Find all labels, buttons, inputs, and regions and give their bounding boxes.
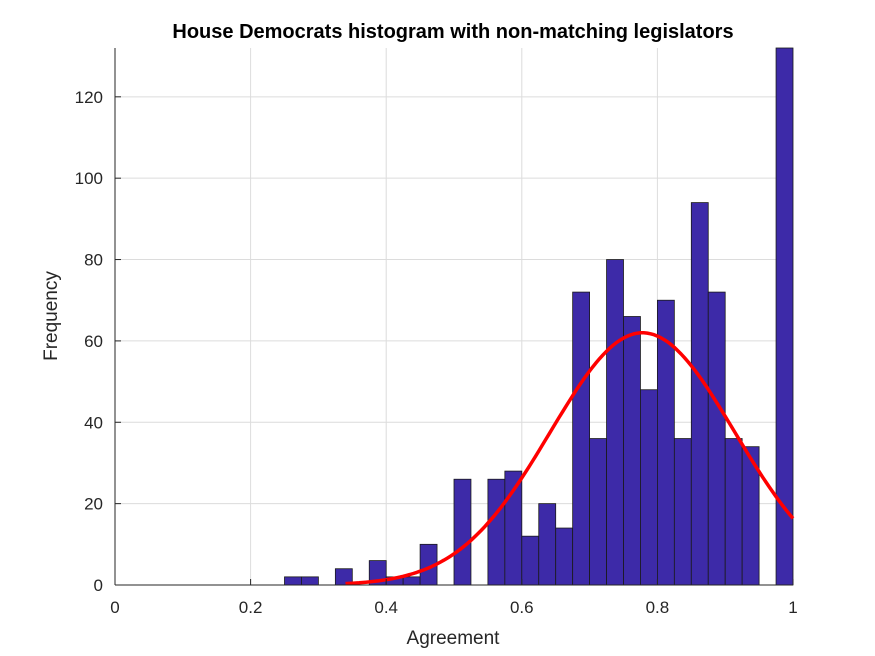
histogram-bar <box>640 389 658 586</box>
histogram-bar <box>724 438 743 586</box>
histogram-bar <box>707 291 726 586</box>
fit-curve-group <box>345 331 795 586</box>
histogram-bar <box>284 576 302 586</box>
x-tick-label: 0.8 <box>646 598 670 617</box>
y-tick-label: 40 <box>84 413 103 432</box>
x-tick-labels: 0 0.2 0.4 0.6 0.8 1 <box>110 598 797 617</box>
normal-fit-curve <box>345 331 795 586</box>
histogram-bar <box>673 438 692 586</box>
x-tick-label: 0.6 <box>510 598 534 617</box>
y-tick-label: 80 <box>84 251 103 270</box>
histogram-bar <box>521 535 540 586</box>
y-tick-labels: 0 20 40 60 80 100 120 <box>75 88 103 595</box>
histogram-bar <box>402 576 421 586</box>
x-tick-label: 1 <box>788 598 797 617</box>
y-axis-label: Frequency <box>41 271 62 361</box>
histogram-bar <box>487 478 506 586</box>
y-tick-label: 20 <box>84 495 103 514</box>
x-tick-label: 0.2 <box>239 598 263 617</box>
histogram-bar <box>606 259 624 586</box>
histogram-bar <box>538 503 557 586</box>
histogram-bar <box>775 47 794 586</box>
histogram-bar <box>453 478 472 586</box>
histogram-bar <box>555 527 574 586</box>
x-tick-label: 0.4 <box>374 598 398 617</box>
y-tick-label: 60 <box>84 332 103 351</box>
y-tick-label: 100 <box>75 169 103 188</box>
x-axis-label: Agreement <box>407 628 501 649</box>
chart-title: House Democrats histogram with non-match… <box>172 21 733 43</box>
y-tick-label: 0 <box>94 576 103 595</box>
histogram-bar <box>690 202 709 586</box>
histogram-bar <box>301 576 319 586</box>
axes-frame <box>114 48 794 586</box>
x-tick-label: 0 <box>110 598 119 617</box>
histogram-bar <box>623 316 641 586</box>
y-tick-label: 120 <box>75 88 103 107</box>
histogram-bars <box>284 47 794 586</box>
histogram-bar <box>572 291 591 586</box>
histogram-bar <box>589 438 607 586</box>
